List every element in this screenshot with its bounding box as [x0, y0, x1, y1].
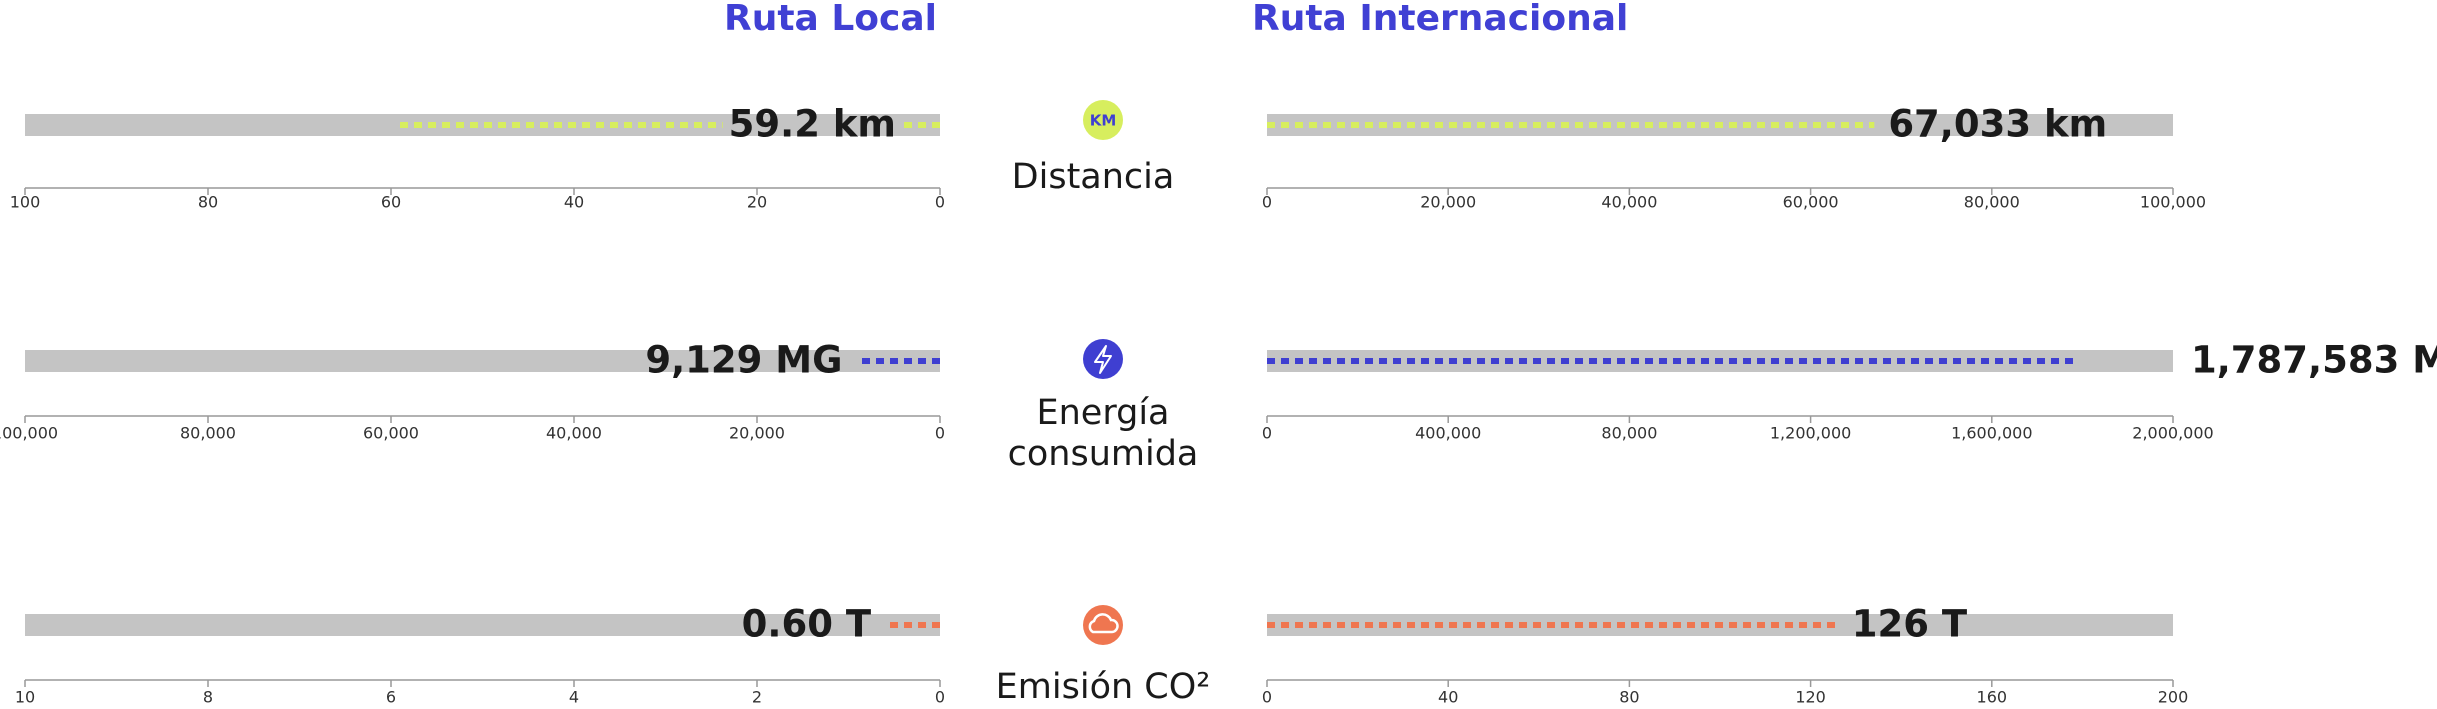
metric-label: Emisión CO²: [996, 667, 1211, 707]
metric-label: Energía: [1037, 393, 1170, 433]
energy-icon: [1094, 345, 1112, 374]
x-tick-label: 6: [386, 688, 396, 707]
x-tick-label: 80,000: [1601, 424, 1657, 443]
x-tick-label: 80: [1619, 688, 1639, 707]
x-tick-label: 100,000: [2140, 193, 2206, 212]
value-label: 67,033 km: [1888, 103, 2107, 146]
x-tick-label: 80: [198, 193, 218, 212]
icon-circle: [1083, 100, 1123, 140]
value-label: 9,129 MG: [645, 339, 842, 382]
x-tick-label: 0: [1262, 424, 1272, 443]
icon-circle: [1083, 605, 1123, 645]
x-tick-label: 80,000: [1964, 193, 2020, 212]
x-tick-label: 2,000,000: [2132, 424, 2213, 443]
column-header: Ruta Local: [724, 0, 937, 39]
x-tick-label: 200: [2158, 688, 2189, 707]
x-tick-label: 20,000: [1420, 193, 1476, 212]
x-tick-label: 40,000: [546, 424, 602, 443]
x-tick-label: 60,000: [1783, 193, 1839, 212]
metric-label: consumida: [1008, 434, 1199, 474]
x-tick-label: 100: [10, 193, 41, 212]
x-tick-label: 120: [1795, 688, 1826, 707]
x-tick-label: 0: [935, 424, 945, 443]
value-label-bg: [722, 114, 902, 136]
x-tick-label: 0: [1262, 688, 1272, 707]
value-label-bg: [639, 350, 849, 372]
x-tick-label: 80,000: [180, 424, 236, 443]
x-tick-label: 20: [747, 193, 767, 212]
value-label-bg: [1882, 114, 2114, 136]
x-tick-label: 160: [1977, 688, 2008, 707]
x-tick-label: 20,000: [729, 424, 785, 443]
x-tick-label: 1,600,000: [1951, 424, 2032, 443]
x-tick-label: 0: [1262, 193, 1272, 212]
x-tick-label: 40: [1438, 688, 1458, 707]
x-tick-label: 40: [564, 193, 584, 212]
x-tick-label: 400,000: [1415, 424, 1481, 443]
value-label-bg: [1845, 614, 1974, 636]
icon-text: KM: [1090, 112, 1117, 130]
x-tick-label: 1,200,000: [1770, 424, 1851, 443]
x-tick-label: 0: [935, 688, 945, 707]
x-tick-label: 10: [15, 688, 35, 707]
x-tick-label: 100,000: [0, 424, 58, 443]
icon-circle: [1083, 339, 1123, 379]
x-tick-label: 0: [935, 193, 945, 212]
metric-label: Distancia: [1012, 157, 1175, 197]
bar-track: [25, 614, 940, 636]
cloud-icon: [1088, 613, 1119, 634]
value-label-bg: [735, 614, 878, 636]
value-label: 1,787,583 MG: [2191, 339, 2437, 382]
column-header: Ruta Internacional: [1252, 0, 1628, 39]
x-tick-label: 60: [381, 193, 401, 212]
x-tick-label: 4: [569, 688, 579, 707]
x-tick-label: 40,000: [1601, 193, 1657, 212]
bar-track: [25, 114, 940, 136]
value-label: 59.2 km: [729, 103, 896, 146]
x-tick-label: 60,000: [363, 424, 419, 443]
x-tick-label: 8: [203, 688, 213, 707]
x-tick-label: 2: [752, 688, 762, 707]
value-label: 126 T: [1852, 603, 1968, 646]
value-label: 0.60 T: [742, 603, 872, 646]
